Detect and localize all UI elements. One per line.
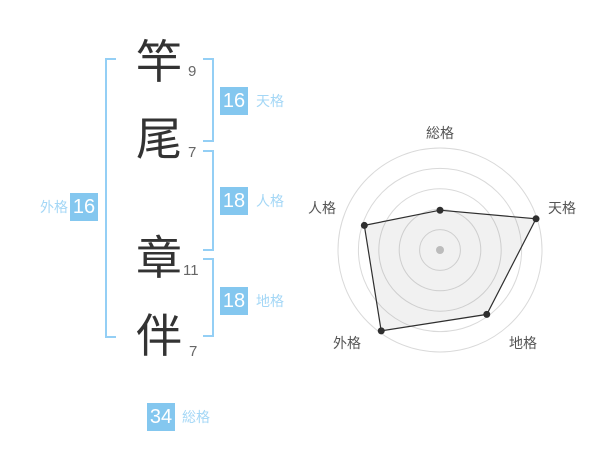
jinkaku-bracket [203,150,214,251]
stroke-count-2: 7 [188,144,197,161]
radar-chart-svg [337,147,543,353]
stroke-count-1: 9 [188,63,197,80]
name-char-3: 章 [136,232,182,284]
chikaku-bracket [203,258,214,337]
name-char-1: 竿 [136,36,182,88]
chikaku-value-badge: 18 [220,287,248,315]
radar-chart [310,120,570,380]
stroke-count-4: 7 [189,343,198,360]
radar-axis-label-soukaku: 総格 [426,125,454,141]
soukaku-value-badge: 34 [147,403,175,431]
gaikaku-label: 外格 [40,199,68,215]
radar-axis-label-tenkaku: 天格 [548,200,576,216]
radar-axis-label-gaikaku: 外格 [333,335,361,351]
name-char-4: 伴 [136,310,182,362]
jinkaku-label: 人格 [256,193,284,209]
jinkaku-value-badge: 18 [220,187,248,215]
tenkaku-bracket [203,58,214,142]
radar-axis-label-jinkaku: 人格 [308,200,336,216]
gaikaku-bracket [105,58,116,338]
tenkaku-value-badge: 16 [220,87,248,115]
soukaku-label: 総格 [182,409,210,425]
chikaku-label: 地格 [256,293,284,309]
name-char-2: 尾 [136,113,182,165]
tenkaku-label: 天格 [256,93,284,109]
gaikaku-value-badge: 16 [70,193,98,221]
radar-axis-label-chikaku: 地格 [509,335,537,351]
stroke-count-3: 11 [183,262,199,279]
